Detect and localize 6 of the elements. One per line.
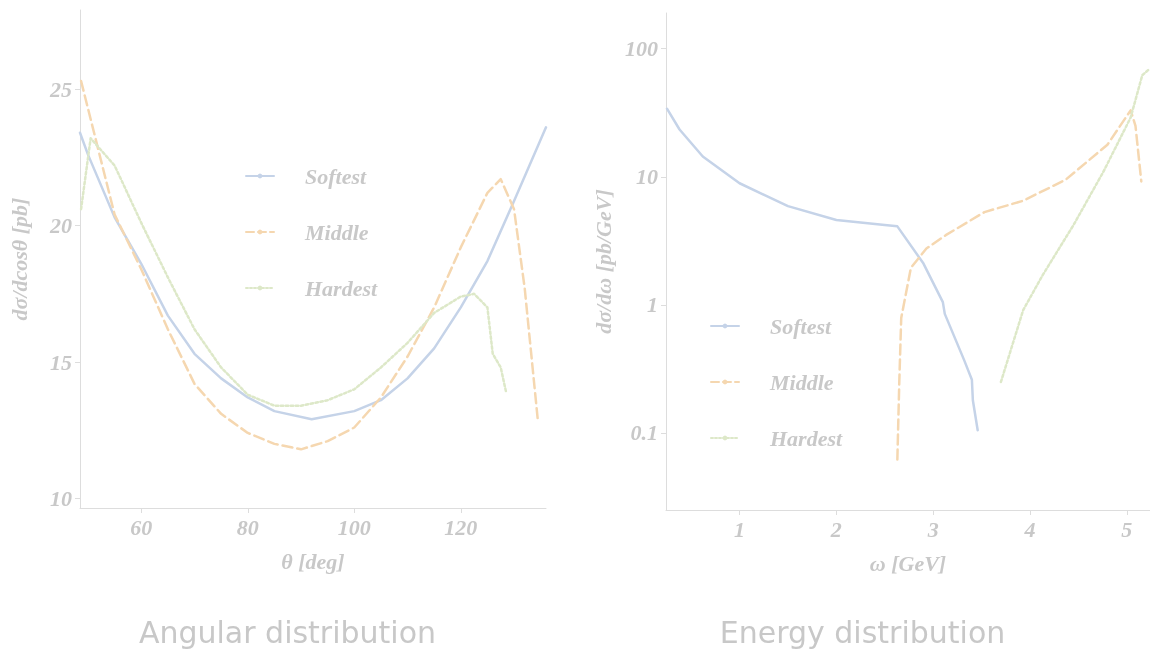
- line-series: [896, 109, 1143, 461]
- line-series: [665, 107, 979, 432]
- line-series: [999, 68, 1150, 384]
- line-series: [78, 126, 548, 421]
- line-series: [79, 79, 540, 451]
- line-series: [79, 137, 508, 407]
